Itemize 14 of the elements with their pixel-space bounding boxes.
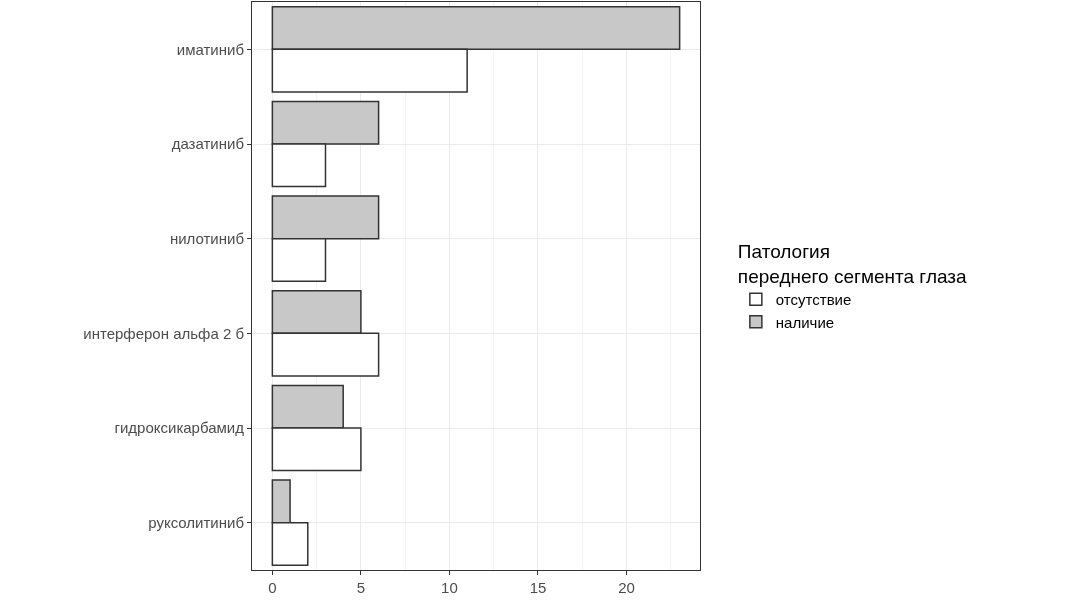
x-tick-label: 20 — [618, 579, 635, 596]
y-tick-label: руксолитиниб — [148, 513, 244, 531]
legend-title: Патология переднего сегмента глаза — [737, 241, 968, 287]
y-tick-label: гидроксикарбамид — [114, 419, 245, 437]
x-tick-label: 0 — [268, 579, 277, 596]
y-tick-label: иматиниб — [176, 40, 244, 58]
y-tick-label: интерферон альфа 2 б — [83, 324, 244, 342]
legend-label: отсутствие — [775, 291, 852, 308]
x-tick-label: 10 — [441, 579, 458, 596]
y-tick-label: дазатиниб — [171, 135, 244, 153]
legend-label: наличие — [775, 313, 835, 331]
x-tick-label: 5 — [356, 579, 366, 596]
x-tick-label: 15 — [529, 579, 547, 596]
y-tick-label: нилотиниб — [169, 229, 244, 247]
